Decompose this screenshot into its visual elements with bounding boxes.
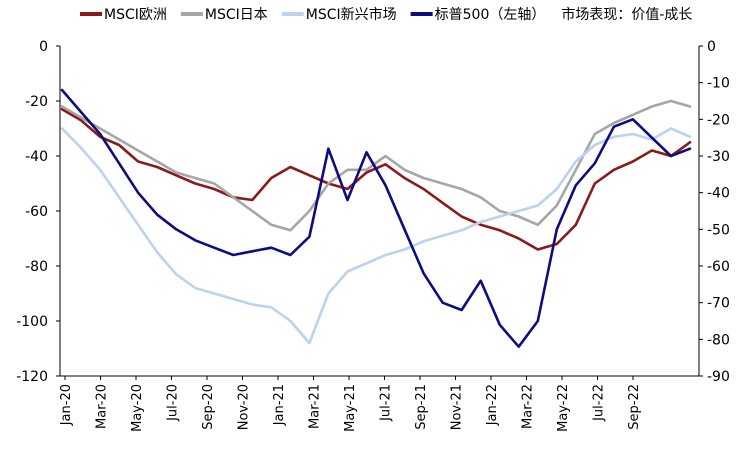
plot-frame (59, 46, 700, 377)
x-tick-label: Jul-21 (379, 384, 394, 422)
right-tick-label: -60 (707, 259, 730, 275)
left-tick-label: -40 (25, 149, 48, 165)
right-tick-label: -70 (707, 296, 730, 312)
x-tick-label: Nov-20 (237, 384, 252, 430)
left-tick-label: -60 (25, 204, 48, 220)
legend-label: 标普500（左轴） (435, 7, 546, 23)
right-tick-label: 0 (707, 39, 716, 55)
right-tick-label: -50 (707, 222, 730, 238)
x-tick-label: May-20 (130, 384, 145, 432)
legend-label: MSCI欧洲 (104, 7, 167, 23)
axes-layer: 0 -20 -40 -60 -80 -100 -120 0 -10 -20 -30 -40 -50 -60… (16, 39, 730, 432)
series-line-MSCI新兴市场 (60, 127, 692, 345)
legend-label: MSCI日本 (205, 7, 268, 23)
x-tick-label: Sep-20 (201, 384, 216, 430)
series-line-MSCI欧洲 (60, 108, 692, 251)
legend: MSCI欧洲 MSCI日本 MSCI新兴市场 标普500（左轴） 市场表现：价值-成长 (80, 6, 692, 23)
x-tick-label: Mar-21 (308, 384, 323, 429)
right-tick-label: -40 (707, 186, 730, 202)
left-tick-label: -100 (16, 314, 48, 330)
x-tick-label: Sep-22 (627, 384, 642, 430)
x-tick-label: Jul-22 (592, 384, 607, 422)
x-tick-label: Sep-21 (414, 384, 429, 430)
right-tick-label: -80 (707, 332, 730, 348)
right-tick-label: -10 (707, 76, 730, 92)
right-tick-label: -90 (707, 369, 730, 385)
x-tick-label: Jan-20 (59, 384, 74, 426)
x-tick-label: Jan-22 (485, 384, 500, 426)
right-tick-label: -30 (707, 149, 730, 165)
x-tick-label: Mar-20 (95, 384, 110, 429)
x-tick-label: Jul-20 (166, 384, 181, 422)
legend-note: 市场表现：价值-成长 (561, 6, 692, 23)
left-tick-label: -80 (25, 259, 48, 275)
left-tick-label: 0 (39, 39, 48, 55)
x-tick-label: Mar-22 (521, 384, 536, 429)
series-layer (60, 88, 692, 349)
series-line-标普500（左轴） (60, 88, 692, 349)
x-tick-label: Nov-21 (450, 384, 465, 430)
x-tick-label: May-22 (556, 384, 571, 432)
left-tick-label: -120 (16, 369, 48, 385)
x-tick-label: Jan-21 (272, 384, 287, 426)
legend-label: MSCI新兴市场 (306, 6, 397, 23)
right-tick-label: -20 (707, 112, 730, 128)
left-tick-label: -20 (25, 94, 48, 110)
x-tick-label: May-21 (343, 384, 358, 432)
